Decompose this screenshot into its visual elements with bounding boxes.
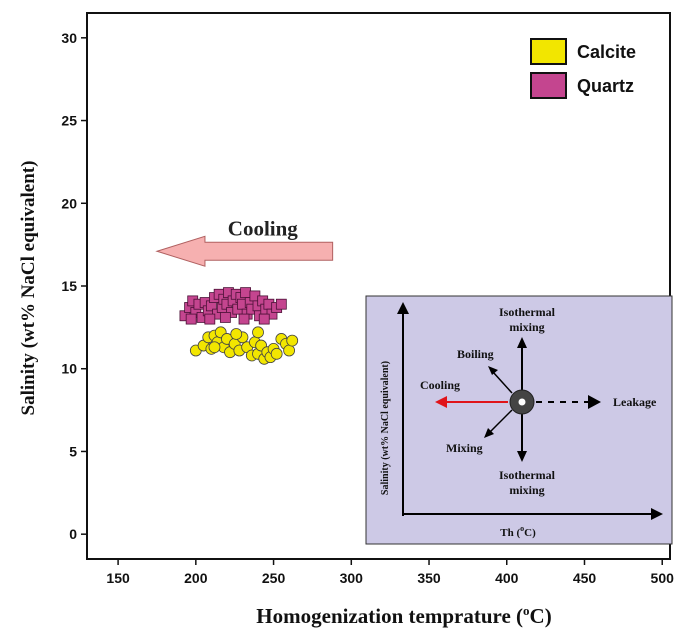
- inset-origin-hole: [518, 398, 526, 406]
- isothermal-down-arrowhead: [517, 451, 527, 462]
- label-isothermal-bottom-1: Isothermal: [499, 468, 556, 482]
- leakage-arrowhead: [588, 395, 601, 409]
- x-tick-label: 300: [340, 570, 364, 586]
- label-isothermal-top-2: mixing: [509, 320, 544, 334]
- y-tick-label: 0: [69, 526, 77, 542]
- boiling-arrow: [492, 371, 513, 394]
- quartz-series: [179, 287, 287, 325]
- calcite-point: [230, 328, 243, 340]
- mixing-arrowhead: [484, 428, 494, 438]
- legend-label-calcite: Calcite: [577, 42, 636, 62]
- inset-background: [365, 295, 673, 545]
- legend: Calcite Quartz: [530, 38, 636, 99]
- calcite-point: [208, 341, 221, 354]
- label-isothermal-top-1: Isothermal: [499, 305, 556, 319]
- x-tick-label: 500: [651, 570, 675, 586]
- y-axis-title: Salinity (wt% NaCl equivalent): [18, 161, 39, 416]
- x-axis-title: Homogenization temprature (oC): [256, 603, 551, 628]
- x-axis-title-end: C): [530, 604, 552, 628]
- x-tick-label: 400: [495, 570, 519, 586]
- inset-diagram: Salinity (wt% NaCl equivalent) Th (oC) I…: [365, 295, 673, 545]
- quartz-point: [204, 313, 216, 325]
- inset-x-axis-arrowhead: [651, 508, 663, 520]
- mixing-arrow: [489, 409, 513, 433]
- cooling-annotation-label: Cooling: [228, 216, 299, 240]
- quartz-point: [185, 313, 197, 325]
- inset-x-axis-title-sup: o: [520, 524, 524, 533]
- x-axis-title-main: Homogenization temprature (: [256, 604, 523, 628]
- calcite-series: [189, 326, 299, 365]
- calcite-point: [286, 334, 299, 347]
- label-isothermal-bottom-2: mixing: [509, 483, 544, 497]
- quartz-point: [258, 313, 270, 325]
- label-boiling: Boiling: [457, 347, 494, 361]
- inset-x-axis-title-end: C): [524, 527, 536, 539]
- calcite-point: [270, 347, 283, 360]
- x-tick-label: 200: [184, 570, 208, 586]
- y-tick-label: 5: [69, 443, 77, 459]
- isothermal-up-arrowhead: [517, 337, 527, 348]
- inset-x-axis-title-main: Th (: [500, 527, 520, 539]
- y-tick-label: 10: [61, 361, 77, 377]
- label-cooling: Cooling: [420, 378, 460, 392]
- quartz-point: [275, 298, 287, 310]
- label-mixing: Mixing: [446, 441, 483, 455]
- quartz-point: [219, 312, 231, 323]
- legend-label-quartz: Quartz: [577, 76, 634, 96]
- quartz-point: [240, 287, 251, 299]
- inset-y-axis-arrowhead: [397, 302, 409, 314]
- calcite-point: [283, 344, 296, 357]
- inset-x-axis-title: Th (oC): [500, 524, 536, 539]
- axis-ticks: 150 200 250 300 350 400 450 500 0 5 10 15 20 25 30: [61, 30, 674, 586]
- x-tick-label: 450: [573, 570, 597, 586]
- quartz-point: [238, 313, 250, 325]
- y-tick-label: 25: [61, 113, 77, 129]
- x-axis-title-sup: o: [523, 603, 530, 618]
- y-tick-label: 15: [61, 278, 77, 294]
- x-tick-label: 150: [106, 570, 130, 586]
- legend-swatch-quartz: [530, 72, 567, 99]
- x-tick-label: 350: [417, 570, 441, 586]
- legend-swatch-calcite: [530, 38, 567, 65]
- label-leakage: Leakage: [613, 395, 657, 409]
- calcite-point: [252, 326, 264, 339]
- inset-cooling-arrowhead: [435, 396, 447, 408]
- cooling-annotation: Cooling: [155, 216, 334, 267]
- inset-y-axis-title: Salinity (wt% NaCl equivalent): [380, 361, 391, 495]
- boiling-arrowhead: [488, 366, 498, 375]
- y-tick-label: 20: [61, 195, 77, 211]
- x-tick-label: 250: [262, 570, 286, 586]
- y-tick-label: 30: [61, 30, 77, 46]
- cooling-block-arrow: [155, 235, 334, 267]
